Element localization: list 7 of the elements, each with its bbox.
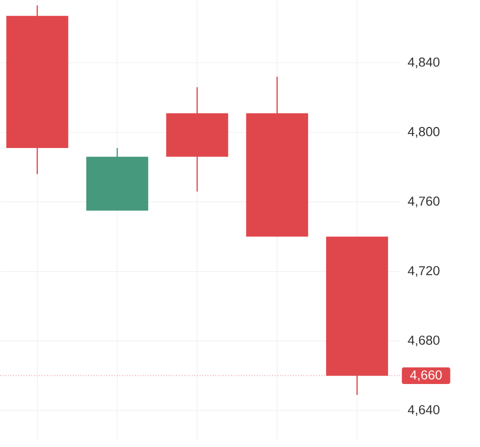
y-tick-label: 4,640 (408, 405, 440, 416)
y-tick-label: 4,720 (408, 266, 440, 277)
y-tick-label: 4,760 (408, 196, 440, 208)
y-tick-label: 4,680 (408, 336, 440, 346)
ref-line-label: 4,660 (410, 370, 442, 382)
y-tick-label: 4,840 (408, 58, 440, 68)
y-tick-label: 4,800 (408, 127, 440, 138)
